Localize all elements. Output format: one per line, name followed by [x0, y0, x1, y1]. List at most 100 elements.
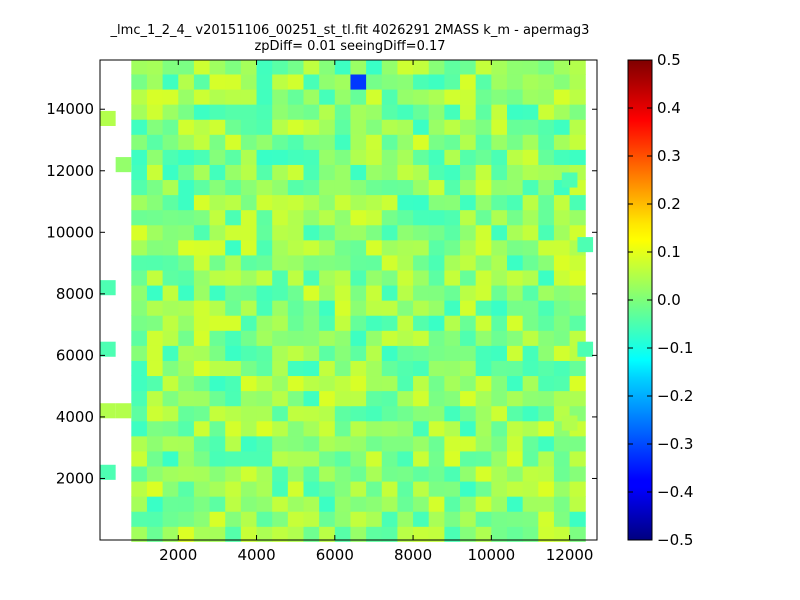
heatmap-cell — [569, 390, 586, 407]
heatmap-cell — [538, 104, 555, 120]
heatmap-cell — [491, 300, 508, 316]
heatmap-cell — [240, 60, 258, 75]
heatmap-cell — [444, 526, 461, 542]
heatmap-cell — [256, 60, 273, 75]
heatmap-cell — [162, 270, 179, 286]
heatmap-cell — [193, 60, 211, 75]
heatmap-cell — [397, 360, 414, 377]
heatmap-cell — [569, 74, 586, 90]
heatmap-cell — [506, 254, 524, 271]
heatmap-cell — [303, 224, 320, 241]
heatmap-cell — [522, 481, 539, 497]
heatmap-cell — [506, 179, 524, 196]
heatmap-cell — [522, 239, 539, 256]
heatmap-cell — [334, 435, 351, 452]
heatmap-cell — [491, 360, 508, 377]
heatmap-cell — [256, 405, 273, 422]
heatmap-cell — [397, 450, 414, 467]
heatmap-cell — [287, 390, 304, 407]
heatmap-cell — [209, 74, 226, 90]
heatmap-cell — [561, 415, 578, 431]
heatmap-cell — [428, 270, 445, 286]
heatmap-cell — [561, 172, 578, 188]
heatmap-cell — [444, 239, 461, 256]
heatmap-cell — [240, 390, 258, 407]
heatmap-cell — [131, 315, 148, 331]
heatmap-cell — [131, 149, 148, 165]
heatmap-cell — [381, 239, 398, 256]
heatmap-cell — [334, 375, 351, 392]
heatmap-cell — [193, 134, 211, 150]
heatmap-cell — [287, 481, 304, 497]
heatmap-cell — [538, 60, 555, 75]
heatmap-cell — [162, 224, 179, 241]
heatmap-cell — [193, 164, 211, 181]
heatmap-cell — [209, 194, 226, 211]
heatmap-cell — [272, 254, 289, 271]
heatmap-cell — [256, 435, 273, 452]
heatmap-cell — [491, 60, 508, 75]
heatmap-cell — [381, 224, 398, 241]
heatmap-cell — [413, 134, 430, 150]
heatmap-cell — [491, 375, 508, 392]
heatmap-cell — [506, 134, 524, 150]
heatmap-cell — [475, 149, 492, 165]
x-tick-label: 6000 — [316, 546, 354, 564]
heatmap-cell — [460, 164, 477, 181]
y-axis: 2000 4000 6000 8000 10000 12000 14000 — [46, 100, 597, 487]
heatmap-cell — [225, 405, 242, 422]
heatmap-cell — [303, 511, 320, 527]
heatmap-cell — [350, 420, 367, 437]
heatmap-cell — [577, 237, 594, 253]
heatmap-cell — [553, 330, 571, 346]
heatmap-cell — [366, 420, 383, 437]
heatmap-cell — [162, 330, 179, 346]
heatmap-cell — [256, 315, 273, 331]
heatmap-cell — [397, 239, 414, 256]
heatmap-cell — [460, 239, 477, 256]
heatmap-cell — [319, 481, 336, 497]
heatmap-cell — [303, 89, 320, 105]
heatmap-cell — [506, 330, 524, 346]
heatmap-cell — [397, 149, 414, 165]
heatmap-cell — [240, 420, 258, 437]
heatmap-cell — [303, 405, 320, 422]
heatmap-cell — [209, 466, 226, 482]
heatmap-cell — [240, 149, 258, 165]
heatmap-cell — [444, 315, 461, 331]
heatmap-cell — [303, 420, 320, 437]
heatmap-cell — [553, 300, 571, 316]
heatmap-cell — [193, 315, 211, 331]
heatmap-cell — [366, 300, 383, 316]
heatmap-cell — [522, 496, 539, 512]
heatmap-cell — [553, 149, 571, 165]
heatmap-cell — [178, 60, 195, 75]
heatmap-cell — [319, 239, 336, 256]
heatmap-cell — [397, 526, 414, 542]
heatmap-cell — [178, 164, 195, 181]
heatmap-cell — [460, 375, 477, 392]
heatmap-cell — [569, 526, 586, 542]
heatmap-cell — [460, 450, 477, 467]
heatmap-cell — [162, 164, 179, 181]
heatmap-cell — [569, 254, 586, 271]
heatmap-cell — [506, 345, 524, 361]
heatmap-cell — [522, 345, 539, 361]
heatmap-cell — [272, 239, 289, 256]
heatmap-cell — [366, 526, 383, 542]
heatmap-cell — [287, 194, 304, 211]
heatmap-cell — [350, 345, 367, 361]
heatmap-cell — [303, 526, 320, 542]
heatmap-cell — [193, 390, 211, 407]
heatmap-cell — [366, 149, 383, 165]
heatmap-cell — [272, 450, 289, 467]
heatmap-cell — [225, 300, 242, 316]
heatmap-cell — [287, 300, 304, 316]
heatmap-cell — [146, 60, 164, 75]
heatmap-cell — [522, 74, 539, 90]
heatmap-cell — [491, 254, 508, 271]
heatmap-cell — [460, 435, 477, 452]
heatmap-cell — [319, 149, 336, 165]
heatmap-cell — [381, 405, 398, 422]
heatmap-cell — [366, 360, 383, 377]
